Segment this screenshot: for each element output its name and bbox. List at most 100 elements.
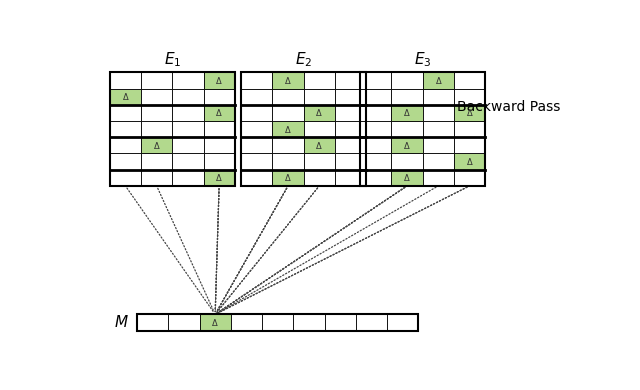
Bar [241, 72, 366, 186]
Bar [231, 314, 262, 331]
Bar [172, 72, 204, 89]
Bar [273, 153, 304, 170]
Text: $E_1$: $E_1$ [164, 50, 181, 69]
Bar [392, 170, 423, 186]
Bar [110, 170, 141, 186]
Bar [141, 105, 172, 121]
Bar [110, 137, 141, 153]
Bar [141, 170, 172, 186]
Bar [137, 314, 419, 331]
Bar [141, 137, 172, 153]
Bar [324, 314, 356, 331]
Bar [168, 314, 200, 331]
Bar [110, 121, 141, 137]
Bar [293, 314, 324, 331]
Bar [273, 137, 304, 153]
Bar [204, 121, 235, 137]
Bar [141, 89, 172, 105]
Text: $E_3$: $E_3$ [414, 50, 431, 69]
Bar [273, 121, 304, 137]
Bar [356, 314, 387, 331]
Bar [200, 314, 231, 331]
Bar [273, 89, 304, 105]
Bar [172, 121, 204, 137]
Text: $\Delta$: $\Delta$ [284, 172, 292, 183]
Bar [387, 314, 419, 331]
Bar [141, 153, 172, 170]
Bar [204, 72, 235, 89]
Bar [241, 137, 273, 153]
Bar [454, 105, 485, 121]
Bar [110, 89, 141, 105]
Bar [172, 105, 204, 121]
Bar [172, 89, 204, 105]
Bar [304, 121, 335, 137]
Bar [335, 137, 366, 153]
Text: $\Delta$: $\Delta$ [211, 317, 219, 328]
Bar [392, 89, 423, 105]
Bar [241, 89, 273, 105]
Bar [241, 121, 273, 137]
Bar [360, 105, 392, 121]
Bar [423, 137, 454, 153]
Text: Backward Pass: Backward Pass [458, 100, 561, 114]
Bar [335, 170, 366, 186]
Bar [392, 137, 423, 153]
Bar [454, 121, 485, 137]
Text: $\Delta$: $\Delta$ [403, 172, 411, 183]
Text: $\Delta$: $\Delta$ [215, 172, 223, 183]
Text: $\Delta$: $\Delta$ [466, 107, 474, 119]
Bar [360, 121, 392, 137]
Bar [392, 153, 423, 170]
Bar [241, 153, 273, 170]
Bar [454, 72, 485, 89]
Bar [360, 89, 392, 105]
Bar [392, 72, 423, 89]
Bar [110, 105, 141, 121]
Bar [172, 137, 204, 153]
Bar [454, 170, 485, 186]
Bar [304, 153, 335, 170]
Bar [172, 170, 204, 186]
Bar [423, 89, 454, 105]
Bar [273, 170, 304, 186]
Bar [304, 89, 335, 105]
Text: $\Delta$: $\Delta$ [122, 91, 129, 102]
Text: $M$: $M$ [114, 314, 129, 330]
Bar [423, 170, 454, 186]
Bar [204, 153, 235, 170]
Bar [141, 72, 172, 89]
Bar [423, 121, 454, 137]
Bar [454, 89, 485, 105]
Bar [392, 121, 423, 137]
Text: $E_2$: $E_2$ [295, 50, 312, 69]
Bar [204, 89, 235, 105]
Bar [110, 153, 141, 170]
Bar [454, 153, 485, 170]
Bar [360, 72, 392, 89]
Bar [241, 72, 273, 89]
Bar [110, 72, 141, 89]
Text: $\Delta$: $\Delta$ [403, 107, 411, 119]
Text: $\Delta$: $\Delta$ [435, 75, 442, 86]
Bar [204, 137, 235, 153]
Bar [304, 105, 335, 121]
Bar [273, 72, 304, 89]
Text: $\Delta$: $\Delta$ [403, 140, 411, 151]
Text: $\Delta$: $\Delta$ [215, 75, 223, 86]
Bar [110, 72, 235, 186]
Bar [335, 121, 366, 137]
Text: $\Delta$: $\Delta$ [284, 124, 292, 135]
Text: $\Delta$: $\Delta$ [316, 140, 323, 151]
Text: $\Delta$: $\Delta$ [215, 107, 223, 119]
Text: $\Delta$: $\Delta$ [153, 140, 161, 151]
Bar [241, 105, 273, 121]
Text: $\Delta$: $\Delta$ [284, 75, 292, 86]
Bar [204, 170, 235, 186]
Bar [454, 137, 485, 153]
Text: $\Delta$: $\Delta$ [466, 156, 474, 167]
Bar [241, 170, 273, 186]
Bar [423, 153, 454, 170]
Bar [360, 137, 392, 153]
Bar [423, 105, 454, 121]
